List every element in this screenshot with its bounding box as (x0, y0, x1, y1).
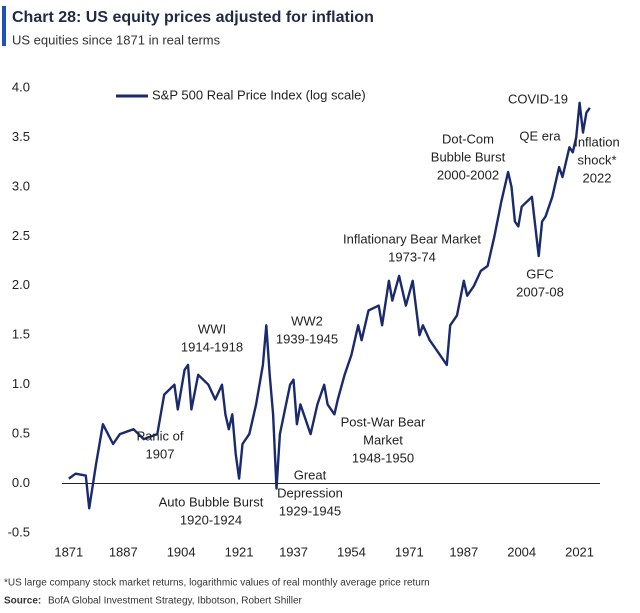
source-label: Source: (4, 596, 41, 607)
x-tick-label: 1987 (449, 544, 478, 559)
annotation: Panic of (137, 428, 184, 443)
annotation: 1973-74 (388, 249, 436, 264)
annotation: Great (294, 467, 327, 482)
annotation: Bubble Burst (431, 149, 506, 164)
x-tick-label: 1904 (167, 544, 196, 559)
annotation: 1907 (146, 446, 175, 461)
annotation: 1948-1950 (352, 450, 414, 465)
x-tick-label: 1887 (109, 544, 138, 559)
series-line (68, 101, 591, 510)
annotation: shock* (577, 152, 616, 167)
legend-label: S&P 500 Real Price Index (log scale) (152, 87, 366, 102)
y-tick-label: 4.0 (12, 79, 30, 94)
y-tick-label: 2.5 (12, 228, 30, 243)
chart-subtitle: US equities since 1871 in real terms (12, 32, 221, 47)
annotation: 2000-2002 (437, 167, 499, 182)
annotation: 1914-1918 (181, 339, 243, 354)
y-tick-label: 1.0 (12, 376, 30, 391)
x-tick-label: 2021 (565, 544, 594, 559)
y-tick-label: 0.5 (12, 426, 30, 441)
annotation: Market (363, 432, 403, 447)
footnote: *US large company stock market returns, … (4, 578, 430, 589)
annotation: Post-War Bear (341, 414, 426, 429)
annotation: 1929-1945 (279, 503, 341, 518)
x-tick-label: 1954 (337, 544, 366, 559)
x-tick-label: 1871 (54, 544, 83, 559)
y-tick-label: -0.5 (8, 524, 30, 539)
y-tick-label: 2.0 (12, 277, 30, 292)
x-tick-label: 1971 (395, 544, 424, 559)
chart-title: Chart 28: US equity prices adjusted for … (12, 9, 374, 26)
annotation: QE era (519, 128, 561, 143)
y-tick-label: 0.0 (12, 475, 30, 490)
source: BofA Global Investment Strategy, Ibbotso… (48, 596, 303, 607)
x-tick-label: 1921 (225, 544, 254, 559)
annotation: Depression (277, 485, 343, 500)
annotation: Auto Bubble Burst (159, 494, 264, 509)
annotation: COVID-19 (508, 91, 568, 106)
annotation: Inflation (574, 134, 620, 149)
annotation: WWI (198, 321, 226, 336)
y-tick-label: 3.0 (12, 178, 30, 193)
annotation: 1939-1945 (276, 331, 338, 346)
annotation: Inflationary Bear Market (343, 231, 481, 246)
x-tick-label: 2004 (507, 544, 536, 559)
y-tick-label: 1.5 (12, 327, 30, 342)
annotation: 2007-08 (516, 284, 564, 299)
annotation: GFC (526, 266, 553, 281)
annotation: 2022 (583, 170, 612, 185)
x-tick-label: 1937 (279, 544, 308, 559)
title-accent (2, 6, 6, 46)
annotation: WW2 (291, 313, 323, 328)
annotation: Dot-Com (442, 131, 494, 146)
y-tick-label: 3.5 (12, 129, 30, 144)
annotation: 1920-1924 (180, 512, 242, 527)
